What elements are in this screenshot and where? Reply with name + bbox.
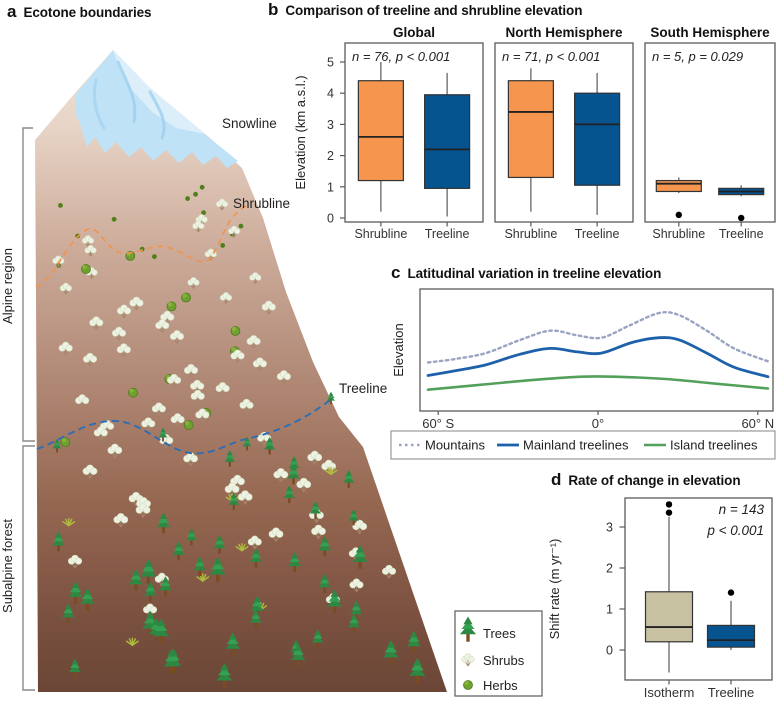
region-brackets — [22, 127, 35, 691]
svg-text:p < 0.001: p < 0.001 — [706, 523, 764, 538]
latitude-chart: 60° S 0° 60° N Elevation Mountains Mainland t… — [390, 288, 776, 460]
svg-text:Elevation: Elevation — [391, 323, 406, 376]
svg-text:Island treelines: Island treelines — [670, 438, 758, 453]
treeline-dash — [36, 396, 335, 455]
svg-text:Mountains: Mountains — [425, 438, 485, 453]
svg-text:60° S: 60° S — [422, 416, 454, 431]
svg-text:Shift rate (m yr⁻¹): Shift rate (m yr⁻¹) — [547, 539, 562, 640]
panel-b-header: b Comparison of treeline and shrubline e… — [268, 1, 582, 18]
svg-text:2: 2 — [606, 562, 613, 576]
panel-c-letter: c — [391, 263, 401, 282]
panel-c-header: c Latitudinal variation in treeline elev… — [391, 264, 661, 281]
svg-text:Shrubline: Shrubline — [652, 227, 705, 241]
snowline-label: Snowline — [222, 116, 277, 131]
svg-text:1: 1 — [327, 180, 334, 194]
legend-shrubs-label: Shrubs — [483, 653, 525, 668]
boxplot-north-hemisphere: North Hemisphere n = 71, p < 0.001 Shrubli… — [494, 25, 634, 241]
panel-c-title: Latitudinal variation in treeline elevat… — [407, 266, 662, 281]
svg-text:Elevation (km a.s.l.): Elevation (km a.s.l.) — [293, 75, 308, 189]
panel-b-letter: b — [268, 0, 279, 19]
svg-text:3: 3 — [327, 118, 334, 132]
alpine-region-label: Alpine region — [0, 248, 15, 324]
mountain-art — [35, 50, 447, 692]
panel-a-letter: a — [7, 2, 17, 21]
svg-text:0: 0 — [606, 644, 613, 658]
treeline-label: Treeline — [339, 381, 387, 396]
panel-b-title: Comparison of treeline and shrubline ele… — [285, 3, 583, 18]
svg-text:Treeline: Treeline — [575, 227, 620, 241]
svg-text:2: 2 — [327, 149, 334, 163]
vegetation — [52, 184, 426, 688]
svg-text:60° N: 60° N — [741, 416, 774, 431]
shrubline-label: Shrubline — [233, 196, 290, 211]
svg-text:n = 143: n = 143 — [719, 502, 765, 517]
svg-text:Treeline: Treeline — [425, 227, 470, 241]
svg-text:Global: Global — [393, 25, 435, 40]
series-island-treelines — [426, 375, 770, 391]
svg-text:Treeline: Treeline — [719, 227, 764, 241]
svg-text:Mainland treelines: Mainland treelines — [523, 438, 629, 453]
svg-text:n = 5, p = 0.029: n = 5, p = 0.029 — [652, 49, 743, 64]
svg-text:4: 4 — [327, 87, 334, 101]
svg-text:South Hemisphere: South Hemisphere — [650, 25, 770, 40]
panel-d-header: d Rate of change in elevation — [551, 470, 741, 489]
svg-text:0°: 0° — [592, 416, 604, 431]
svg-text:0: 0 — [327, 212, 334, 226]
svg-text:Shrubline: Shrubline — [504, 227, 557, 241]
svg-text:3: 3 — [606, 521, 613, 535]
series-mountains — [426, 310, 770, 364]
shift-rate-chart: 0 1 2 3 Shift rate (m yr⁻¹) Isotherm Treeline n… — [547, 497, 773, 700]
svg-text:Shrubline: Shrubline — [354, 227, 407, 241]
panel-a-header: a Ecotone boundaries — [7, 2, 152, 21]
boxplot-global: Global n = 76, p < 0.001 Shrubline Treeline… — [293, 25, 484, 241]
svg-text:5: 5 — [327, 56, 334, 70]
boxplot-south-hemisphere: South Hemisphere n = 5, p = 0.029 Shrublin… — [644, 25, 776, 241]
vegetation-legend: Trees Shrubs Herbs — [454, 610, 543, 697]
svg-text:Isotherm: Isotherm — [644, 685, 695, 700]
svg-text:n = 71, p < 0.001: n = 71, p < 0.001 — [502, 49, 600, 64]
subalpine-forest-label: Subalpine forest — [0, 519, 15, 613]
legend-herbs-label: Herbs — [483, 678, 518, 693]
svg-text:n = 76, p < 0.001: n = 76, p < 0.001 — [352, 49, 450, 64]
panel-a-title: Ecotone boundaries — [23, 5, 152, 20]
legend-trees-label: Trees — [483, 626, 516, 641]
panel-d-title: Rate of change in elevation — [568, 473, 741, 488]
shrubline-dash — [36, 203, 251, 288]
svg-text:1: 1 — [606, 603, 613, 617]
panel-d-letter: d — [551, 470, 562, 489]
svg-text:Treeline: Treeline — [708, 685, 754, 700]
svg-text:North Hemisphere: North Hemisphere — [505, 25, 623, 40]
chart-legend: Mountains Mainland treelines Island treeli… — [390, 430, 776, 460]
legend-glyphs — [459, 616, 477, 690]
series-mainland-treelines — [426, 336, 770, 379]
